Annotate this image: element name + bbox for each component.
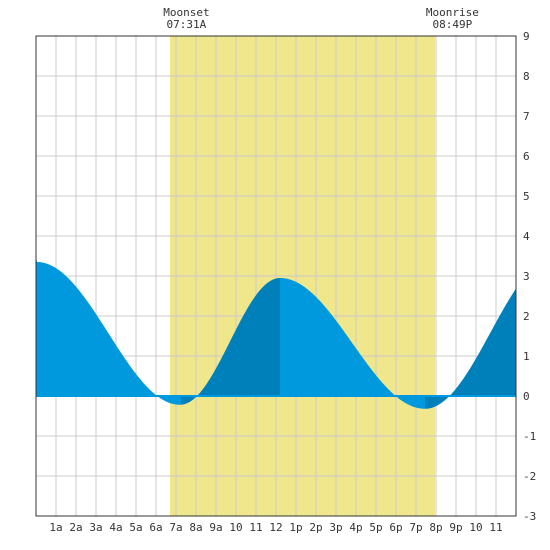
x-tick-label: 2p bbox=[309, 521, 322, 534]
x-tick-label: 12 bbox=[269, 521, 282, 534]
x-tick-label: 3a bbox=[89, 521, 102, 534]
x-tick-label: 6p bbox=[389, 521, 402, 534]
x-tick-label: 10 bbox=[469, 521, 482, 534]
y-tick-label: 0 bbox=[523, 390, 530, 403]
y-tick-label: 5 bbox=[523, 190, 530, 203]
moonset-time: 07:31A bbox=[167, 18, 207, 31]
x-tick-label: 3p bbox=[329, 521, 342, 534]
y-tick-label: -3 bbox=[523, 510, 536, 523]
plot-frame bbox=[35, 35, 517, 517]
moonrise-time: 08:49P bbox=[433, 18, 473, 31]
x-tick-label: 9a bbox=[209, 521, 222, 534]
x-tick-label: 11 bbox=[249, 521, 262, 534]
x-tick-label: 7p bbox=[409, 521, 422, 534]
x-tick-label: 4p bbox=[349, 521, 362, 534]
y-tick-label: 1 bbox=[523, 350, 530, 363]
falling-tide-area bbox=[280, 278, 425, 409]
y-tick-label: 3 bbox=[523, 270, 530, 283]
y-tick-labels: 9 8 7 6 5 4 3 2 1 0 -1 -2 -3 bbox=[523, 30, 536, 523]
y-tick-label: -2 bbox=[523, 470, 536, 483]
rising-tide-area bbox=[181, 278, 280, 405]
y-tick-label: -1 bbox=[523, 430, 536, 443]
x-tick-label: 8a bbox=[189, 521, 202, 534]
x-tick-labels: 1a 2a 3a 4a 5a 6a 7a 8a 9a 10 11 12 1p 2p 3p 4p 5p 6p 7p 8p… bbox=[49, 521, 502, 534]
moonrise-label: Moonrise bbox=[426, 6, 479, 19]
x-tick-label: 1a bbox=[49, 521, 62, 534]
tide-area-layer bbox=[36, 256, 516, 409]
falling-tide-area bbox=[36, 256, 181, 405]
x-tick-label: 4a bbox=[109, 521, 122, 534]
x-tick-label: 1p bbox=[289, 521, 302, 534]
y-tick-label: 2 bbox=[523, 310, 530, 323]
rising-tide-area bbox=[425, 288, 516, 409]
y-tick-label: 4 bbox=[523, 230, 530, 243]
x-tick-label: 2a bbox=[69, 521, 82, 534]
y-tick-label: 6 bbox=[523, 150, 530, 163]
x-tick-label: 10 bbox=[229, 521, 242, 534]
x-tick-label: 7a bbox=[169, 521, 182, 534]
y-tick-label: 9 bbox=[523, 30, 530, 43]
x-tick-label: 6a bbox=[149, 521, 162, 534]
x-tick-label: 11 bbox=[489, 521, 502, 534]
grid-layer bbox=[36, 36, 516, 516]
x-tick-label: 5p bbox=[369, 521, 382, 534]
x-tick-label: 9p bbox=[449, 521, 462, 534]
x-tick-label: 5a bbox=[129, 521, 142, 534]
y-tick-label: 8 bbox=[523, 70, 530, 83]
plot-frame-layer bbox=[35, 35, 517, 517]
x-tick-label: 8p bbox=[429, 521, 442, 534]
moonset-label: Moonset bbox=[163, 6, 209, 19]
y-tick-label: 7 bbox=[523, 110, 530, 123]
